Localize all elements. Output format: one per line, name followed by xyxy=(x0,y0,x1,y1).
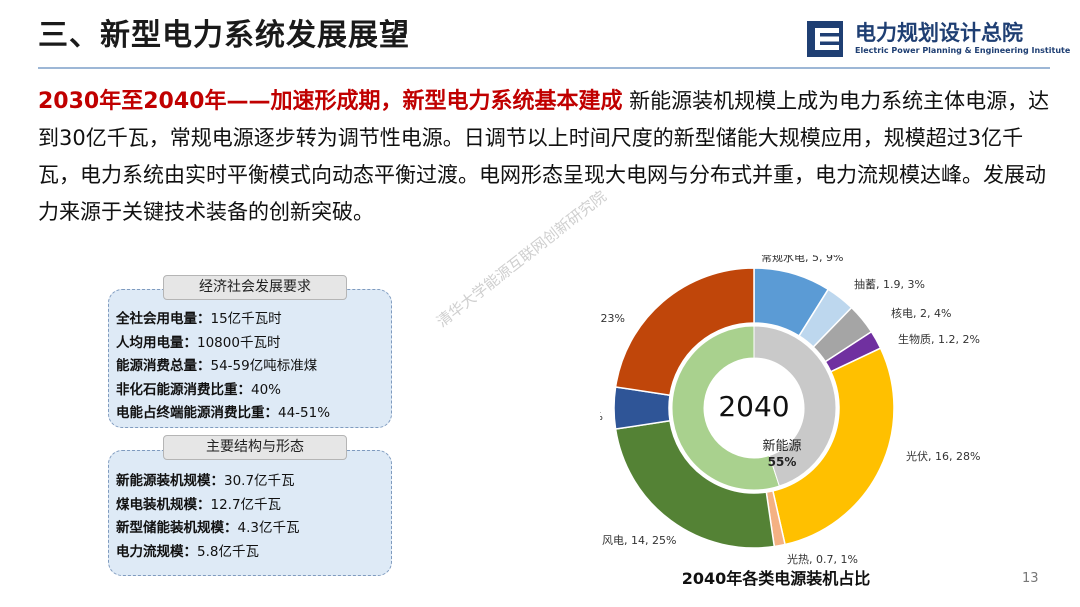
list-item: 非化石能源消费比重：40% xyxy=(116,381,282,398)
center-year-label: 2040 xyxy=(718,390,789,423)
inner-ring-percent: 55% xyxy=(768,455,797,469)
donut-slice xyxy=(614,267,755,397)
slice-label: 光热, 0.7, 1% xyxy=(787,552,858,566)
slice-label: 风电, 14, 25% xyxy=(602,534,676,547)
slice-label: 生物质, 1.2, 2% xyxy=(898,332,980,346)
list-item: 电能占终端能源消费比重：44-51% xyxy=(116,405,331,421)
structure-panel xyxy=(108,450,392,576)
social-requirements-panel xyxy=(108,289,392,428)
chart-title: 2040年各类电源装机占比 xyxy=(681,569,871,588)
donut-slice xyxy=(614,419,776,549)
list-item: 煤电装机规模：12.7亿千瓦 xyxy=(116,496,282,513)
list-item: 全社会用电量：15亿千瓦时 xyxy=(116,311,282,327)
intro-highlight: 2030年至2040年——加速形成期，新型电力系统基本建成 xyxy=(38,89,623,114)
slice-label: 煤电, 12.7, 23% xyxy=(600,312,625,325)
donut-hole xyxy=(704,358,804,458)
social-requirements-list: 全社会用电量：15亿千瓦时 人均用电量：10800千瓦时 能源消费总量：54-5… xyxy=(116,308,330,426)
intro-body: 新能源装机规模上成为电力系统主体电源，达到30亿千瓦，常规电源逐步转为调节性电源… xyxy=(38,89,1050,224)
slice-label: 气电, 2.7, 5% xyxy=(600,409,603,423)
intro-paragraph: 2030年至2040年——加速形成期，新型电力系统基本建成 新能源装机规模上成为… xyxy=(38,83,1050,231)
capacity-donut-chart: 常规水电, 5, 9% 抽蓄, 1.9, 3% 核电, 2, 4% 生物质, 1.2,… xyxy=(600,255,980,566)
institute-logo-icon xyxy=(807,21,843,57)
slice-label: 光伏, 16, 28% xyxy=(906,449,980,463)
inner-ring-label: 新能源 xyxy=(762,438,801,454)
page-number: 13 xyxy=(1022,571,1039,586)
list-item: 新型储能装机规模：4.3亿千瓦 xyxy=(116,520,300,536)
list-item: 人均用电量：10800千瓦时 xyxy=(116,334,281,351)
logo-chinese-name: 电力规划设计总院 xyxy=(855,21,1023,45)
list-item: 新能源装机规模：30.7亿千瓦 xyxy=(116,473,295,489)
social-requirements-heading: 经济社会发展要求 xyxy=(163,275,347,300)
page-title: 三、新型电力系统发展展望 xyxy=(38,18,410,53)
logo-english-name: Electric Power Planning & Engineering In… xyxy=(855,46,1071,55)
title-divider xyxy=(38,67,1050,69)
structure-heading: 主要结构与形态 xyxy=(163,435,347,460)
institute-logo: 电力规划设计总院 Electric Power Planning & Engin… xyxy=(805,19,1070,63)
structure-list: 新能源装机规模：30.7亿千瓦 煤电装机规模：12.7亿千瓦 新型储能装机规模：… xyxy=(116,470,299,564)
slice-label: 抽蓄, 1.9, 3% xyxy=(854,277,925,291)
donut-slice xyxy=(771,347,895,546)
list-item: 能源消费总量：54-59亿吨标准煤 xyxy=(116,358,318,374)
slice-label: 核电, 2, 4% xyxy=(891,306,951,320)
slice-label: 常规水电, 5, 9% xyxy=(761,255,843,264)
list-item: 电力流规模：5.8亿千瓦 xyxy=(116,543,259,560)
